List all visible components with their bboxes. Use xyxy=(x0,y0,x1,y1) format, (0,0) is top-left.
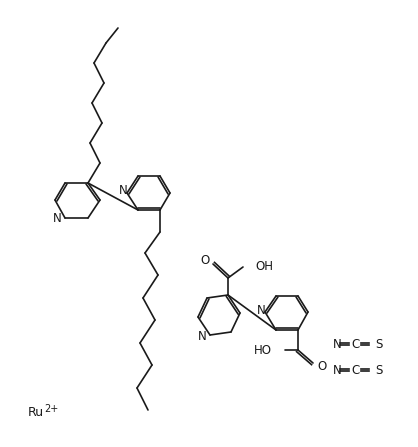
Text: N: N xyxy=(333,337,342,350)
Text: N: N xyxy=(198,330,207,343)
Text: OH: OH xyxy=(255,260,273,273)
Text: S: S xyxy=(375,363,382,376)
Text: N: N xyxy=(333,363,342,376)
Text: Ru: Ru xyxy=(28,406,44,419)
Text: HO: HO xyxy=(254,343,272,357)
Text: O: O xyxy=(317,359,326,372)
Text: N: N xyxy=(53,211,62,224)
Text: N: N xyxy=(257,304,266,317)
Text: C: C xyxy=(351,337,359,350)
Text: 2+: 2+ xyxy=(44,404,58,414)
Text: C: C xyxy=(351,363,359,376)
Text: N: N xyxy=(119,185,128,198)
Text: O: O xyxy=(201,253,210,266)
Text: S: S xyxy=(375,337,382,350)
